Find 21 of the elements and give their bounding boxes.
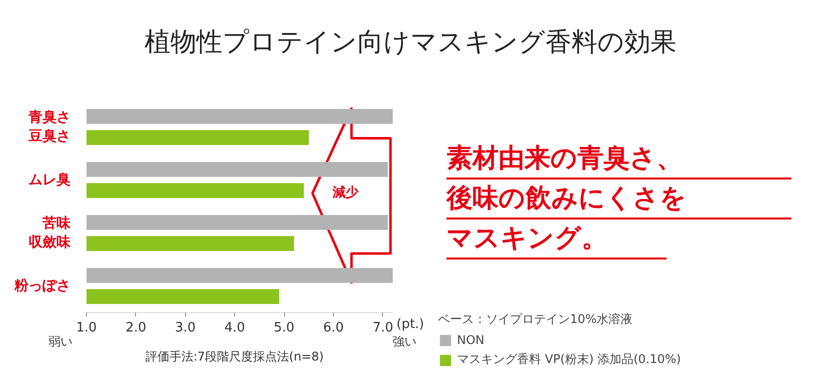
x-tick-label: 5.0 bbox=[274, 320, 294, 336]
chart-title: 植物性プロテイン向けマスキング香料の効果 bbox=[144, 28, 676, 58]
text: 強い bbox=[392, 334, 416, 348]
y-tick-label: 青臭さ豆臭さ bbox=[28, 109, 70, 145]
legend-title: ベース：ソイプロテイン10%水溶液 bbox=[438, 311, 634, 328]
text: 弱い bbox=[48, 334, 72, 348]
y-tick-label: 苦味収斂味 bbox=[28, 215, 72, 251]
y-tick-label: 粉っぽさ bbox=[14, 278, 70, 294]
x-tick-label: 7.0 bbox=[372, 320, 394, 336]
legend-label: NON bbox=[457, 333, 484, 347]
x-tick-label: 3.0 bbox=[174, 320, 196, 336]
annotation: 減少 bbox=[332, 186, 360, 201]
text: 評価手法:7段階尺度採点法(n=8) bbox=[145, 350, 324, 364]
x-tick-label: 2.0 bbox=[126, 320, 146, 336]
text: 素材由来の青臭さ、後味の飲みにくさをマスキング。 bbox=[446, 144, 686, 254]
x-axis-title: (pt.) bbox=[396, 317, 424, 332]
y-tick-label: ムレ臭 bbox=[28, 172, 70, 188]
x-tick-label: 4.0 bbox=[224, 320, 246, 336]
x-tick-label: 6.0 bbox=[323, 320, 344, 336]
legend-label: マスキング香料 VP(粉末) 添加品(0.10%) bbox=[457, 351, 681, 368]
x-tick-label: 1.0 bbox=[76, 320, 97, 336]
